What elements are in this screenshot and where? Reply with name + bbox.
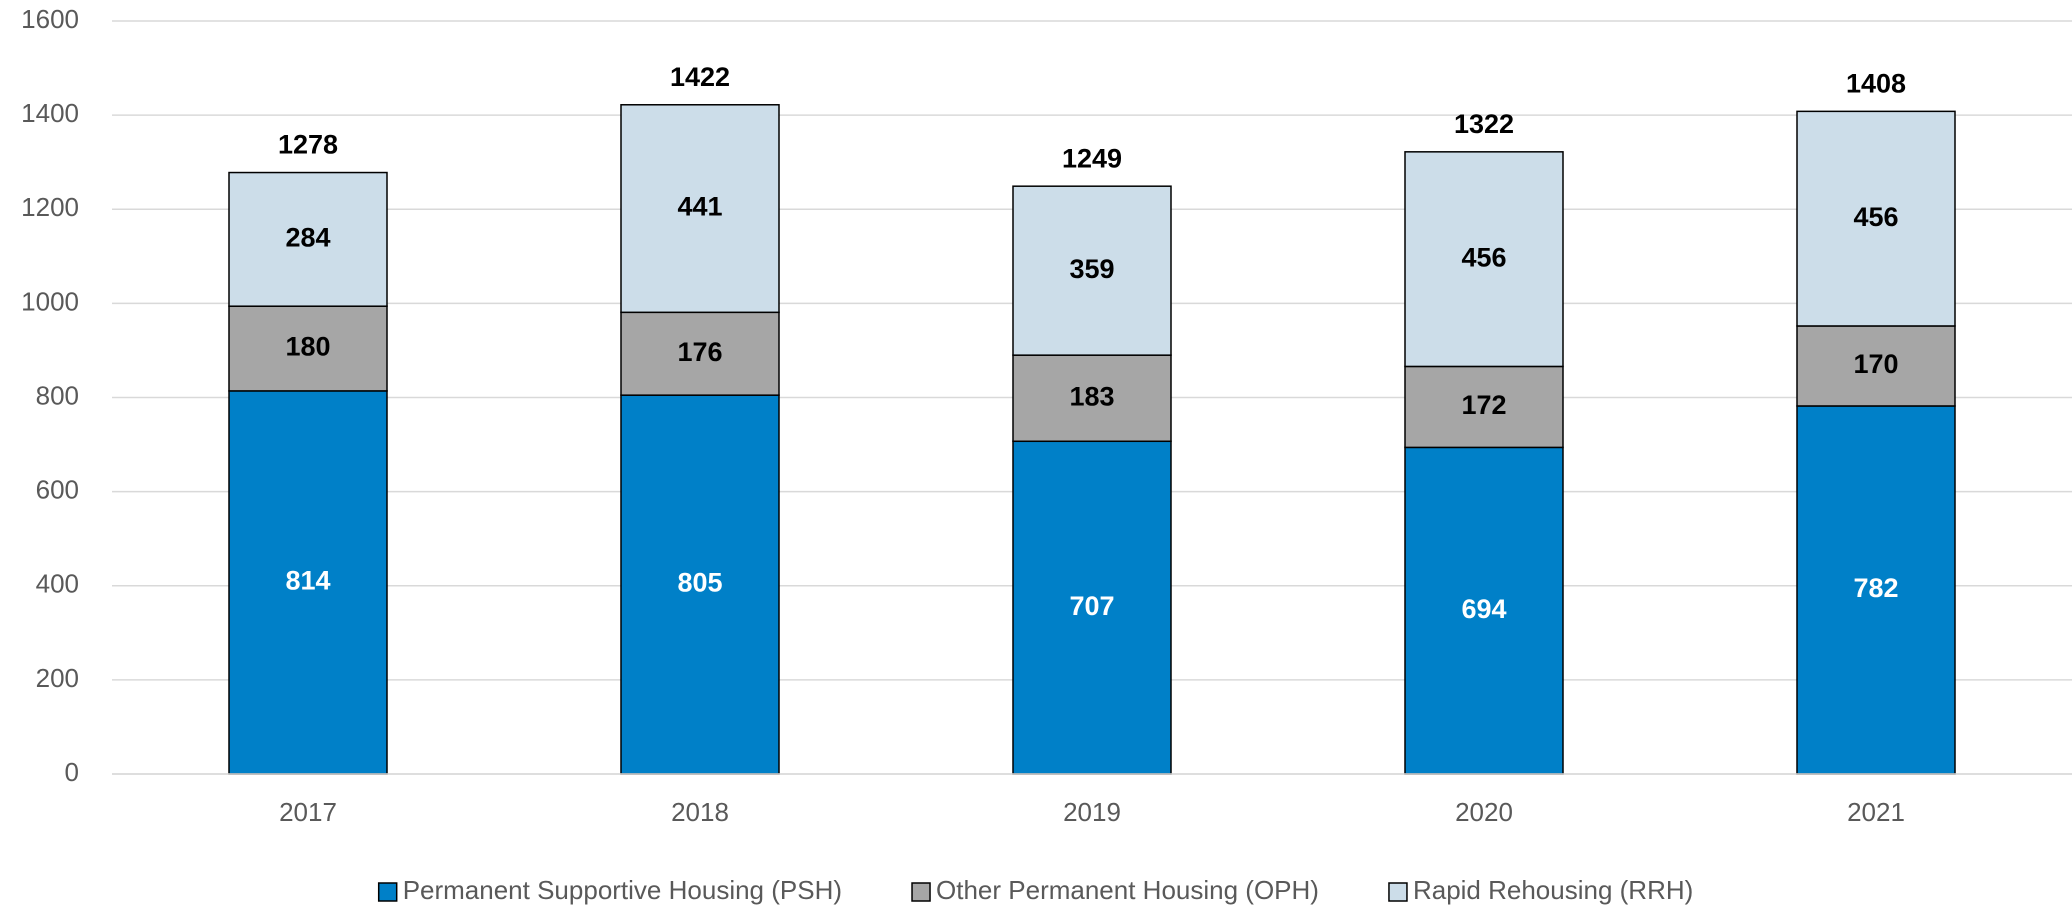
data-label: 180 <box>285 332 330 362</box>
total-label: 1278 <box>278 130 338 160</box>
x-tick-label: 2017 <box>279 797 337 827</box>
bar-segment <box>1796 325 1956 407</box>
legend-marker <box>377 882 398 902</box>
data-label: 183 <box>1069 381 1114 411</box>
y-tick-label: 800 <box>36 380 79 410</box>
data-label: 176 <box>677 337 722 367</box>
x-tick-label: 2020 <box>1455 797 1513 827</box>
data-label: 172 <box>1461 390 1506 420</box>
bar-segment <box>1012 185 1172 356</box>
y-tick-label: 400 <box>36 569 79 599</box>
data-label: 441 <box>677 192 722 222</box>
y-tick-label: 200 <box>36 663 79 693</box>
y-tick-label: 1600 <box>21 4 79 34</box>
bar-segment <box>1012 354 1172 443</box>
data-label: 456 <box>1853 202 1898 232</box>
data-label: 814 <box>285 566 330 596</box>
data-label: 456 <box>1461 242 1506 272</box>
legend-label: Other Permanent Housing (OPH) <box>936 875 1319 905</box>
bar-segment <box>1404 151 1564 368</box>
bar-segment <box>1796 110 1956 327</box>
data-label: 170 <box>1853 349 1898 379</box>
y-tick-label: 1400 <box>21 98 79 128</box>
y-tick-label: 0 <box>65 757 79 787</box>
bar-segment <box>620 104 780 314</box>
bar-segment <box>228 390 388 775</box>
x-tick-label: 2018 <box>671 797 729 827</box>
total-label: 1422 <box>670 62 730 92</box>
bar-segment <box>228 171 388 307</box>
total-label: 1408 <box>1846 68 1906 98</box>
legend-marker <box>911 882 931 902</box>
data-label: 707 <box>1069 591 1114 621</box>
data-label: 284 <box>285 222 330 252</box>
x-tick-label: 2021 <box>1847 797 1905 827</box>
bar-segment <box>620 311 780 396</box>
y-tick-label: 600 <box>36 475 79 505</box>
total-label: 1322 <box>1454 109 1514 139</box>
y-tick-label: 1200 <box>21 192 79 222</box>
bar-segment <box>1404 446 1564 775</box>
legend-label: Permanent Supportive Housing (PSH) <box>403 875 842 905</box>
bar-segment <box>228 305 388 392</box>
data-label: 694 <box>1461 594 1506 624</box>
legend-marker <box>1388 882 1408 902</box>
data-label: 805 <box>677 568 722 598</box>
x-tick-label: 2019 <box>1063 797 1121 827</box>
total-label: 1249 <box>1062 143 1122 173</box>
bar-segment <box>1796 405 1956 775</box>
data-label: 782 <box>1853 573 1898 603</box>
y-tick-label: 1000 <box>21 286 79 316</box>
legend-label: Rapid Rehousing (RRH) <box>1413 875 1693 905</box>
data-label: 359 <box>1069 254 1114 284</box>
